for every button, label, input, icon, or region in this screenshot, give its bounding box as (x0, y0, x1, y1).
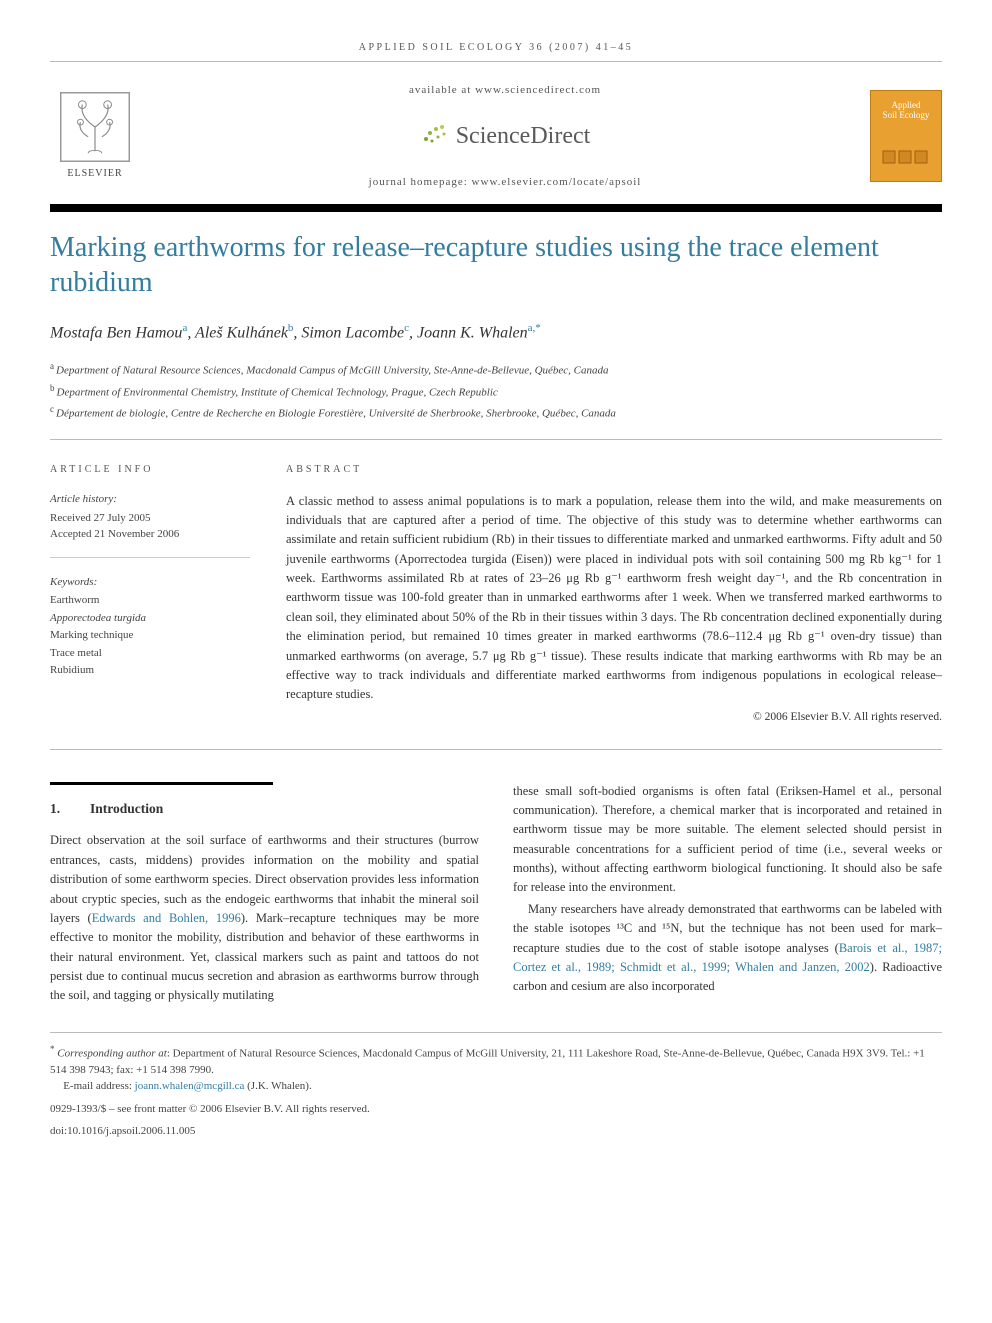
keywords-list: Earthworm Apporectodea turgida Marking t… (50, 592, 250, 680)
affiliation-a: aDepartment of Natural Resource Sciences… (50, 359, 942, 380)
author-2-affil-sup: b (288, 322, 294, 334)
author-3: Simon Lacombe (301, 324, 404, 341)
keyword-item: Apporectodea turgida (50, 610, 250, 628)
masthead: ELSEVIER available at www.sciencedirect.… (50, 82, 942, 190)
sciencedirect-wordmark: ScienceDirect (456, 118, 591, 154)
elsevier-logo: ELSEVIER (50, 86, 140, 186)
section-heading: 1.Introduction (50, 799, 479, 820)
doi-line: doi:10.1016/j.apsoil.2006.11.005 (50, 1123, 942, 1140)
section-heading-rule (50, 782, 273, 785)
affiliation-c: cDépartement de biologie, Centre de Rech… (50, 402, 942, 423)
keywords-label: Keywords: (50, 574, 250, 591)
section-title: Introduction (90, 801, 163, 816)
elsevier-wordmark: ELSEVIER (67, 166, 122, 181)
body-paragraph: Many researchers have already demonstrat… (513, 900, 942, 997)
keyword-item: Rubidium (50, 662, 250, 680)
body-paragraph: these small soft-bodied organisms is oft… (513, 782, 942, 898)
email-link[interactable]: joann.whalen@mcgill.ca (135, 1080, 245, 1092)
abstract-text: A classic method to assess animal popula… (286, 492, 942, 705)
corr-author-text: : Department of Natural Resource Science… (50, 1047, 925, 1076)
corresponding-author-footnote: * Corresponding author at: Department of… (50, 1043, 942, 1079)
top-rule (50, 61, 942, 62)
keyword-item: Earthworm (50, 592, 250, 610)
footnotes-block: * Corresponding author at: Department of… (50, 1032, 942, 1140)
article-info-heading: ARTICLE INFO (50, 462, 250, 477)
available-at-line: available at www.sciencedirect.com (140, 82, 870, 99)
corr-author-label: Corresponding author at (57, 1047, 167, 1059)
author-3-affil-sup: c (404, 322, 409, 334)
abstract-heading: ABSTRACT (286, 462, 942, 478)
received-date: Received 27 July 2005 (50, 510, 250, 527)
accepted-date: Accepted 21 November 2006 (50, 526, 250, 543)
footnote-star-icon: * (50, 1044, 55, 1054)
author-1-affil-sup: a (182, 322, 187, 334)
info-abstract-row: ARTICLE INFO Article history: Received 2… (50, 440, 942, 749)
article-history-label: Article history: (50, 491, 250, 508)
body-paragraph: Direct observation at the soil surface o… (50, 831, 479, 1005)
abstract-column: ABSTRACT A classic method to assess anim… (286, 462, 942, 726)
elsevier-tree-icon (60, 92, 130, 162)
affiliation-list: aDepartment of Natural Resource Sciences… (50, 359, 942, 423)
keyword-item: Marking technique (50, 627, 250, 645)
section-number: 1. (50, 799, 90, 820)
journal-cover-thumbnail: Applied Soil Ecology (870, 90, 942, 182)
keywords-block: Keywords: Earthworm Apporectodea turgida… (50, 574, 250, 680)
affiliation-b: bDepartment of Environmental Chemistry, … (50, 381, 942, 402)
article-info-column: ARTICLE INFO Article history: Received 2… (50, 462, 250, 726)
issn-line: 0929-1393/$ – see front matter © 2006 El… (50, 1101, 942, 1118)
running-head: APPLIED SOIL ECOLOGY 36 (2007) 41–45 (50, 40, 942, 55)
body-two-columns: 1.Introduction Direct observation at the… (50, 782, 942, 1006)
abstract-copyright: © 2006 Elsevier B.V. All rights reserved… (286, 709, 942, 727)
email-label: E-mail address: (63, 1080, 134, 1092)
body-column-left: 1.Introduction Direct observation at the… (50, 782, 479, 1006)
article-title: Marking earthworms for release–recapture… (50, 230, 942, 300)
journal-homepage-line: journal homepage: www.elsevier.com/locat… (140, 174, 870, 191)
cover-graphic-icon (881, 149, 931, 167)
author-list: Mostafa Ben Hamoua, Aleš Kulhánekb, Simo… (50, 320, 942, 345)
citation-link[interactable]: Edwards and Bohlen, 1996 (92, 911, 241, 925)
journal-cover-title: Applied Soil Ecology (883, 101, 930, 121)
keyword-item: Trace metal (50, 645, 250, 663)
email-footnote: E-mail address: joann.whalen@mcgill.ca (… (50, 1078, 942, 1095)
title-block: Marking earthworms for release–recapture… (50, 204, 942, 440)
article-history-block: Article history: Received 27 July 2005 A… (50, 491, 250, 558)
cover-title-line2: Soil Ecology (883, 110, 930, 120)
sciencedirect-logo: ScienceDirect (420, 117, 591, 156)
author-2: Aleš Kulhánek (195, 324, 288, 341)
body-column-right: these small soft-bodied organisms is oft… (513, 782, 942, 1006)
cover-title-line1: Applied (892, 100, 921, 110)
sciencedirect-swirl-icon (420, 117, 450, 156)
author-4: Joann K. Whalen (417, 324, 528, 341)
masthead-center: available at www.sciencedirect.com Scien… (140, 82, 870, 190)
author-1: Mostafa Ben Hamou (50, 324, 182, 341)
email-tail: (J.K. Whalen). (244, 1080, 311, 1092)
author-4-affil-sup: a,* (528, 322, 541, 334)
